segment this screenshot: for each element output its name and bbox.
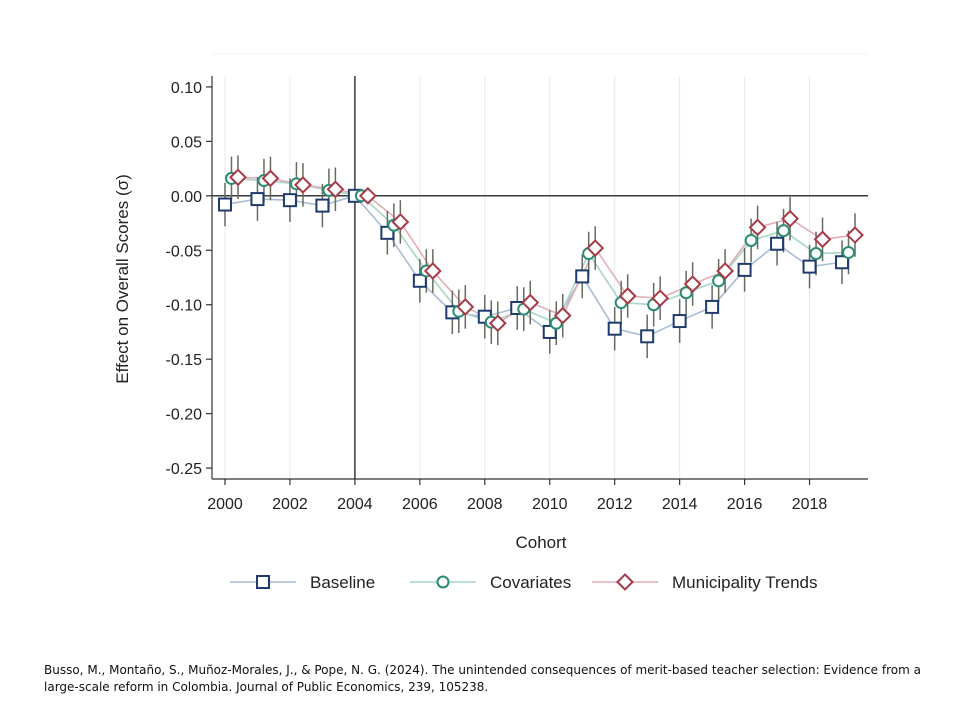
y-tick-label-0.00: 0.00 <box>171 189 202 206</box>
point-municipality-trends-2015 <box>716 262 735 280</box>
point-covariates-2016 <box>744 233 758 247</box>
citation-line-2: large-scale reform in Colombia. Journal … <box>44 680 489 694</box>
legend-marker-municipality-trends <box>616 573 634 591</box>
point-covariates-2017 <box>777 224 791 238</box>
point-municipality-trends-2005 <box>391 213 410 231</box>
axes <box>206 76 868 485</box>
point-municipality-trends-2010 <box>553 306 572 325</box>
x-axis-title: Cohort <box>515 533 566 552</box>
point-baseline-2016 <box>737 262 752 277</box>
legend-label-baseline: Baseline <box>310 573 375 592</box>
point-baseline-2010 <box>542 324 557 339</box>
point-covariates-2014 <box>679 286 693 300</box>
point-municipality-trends-2011 <box>586 239 605 258</box>
plot-area-background <box>212 76 868 479</box>
series <box>217 155 864 359</box>
legend-label-municipality-trends: Municipality Trends <box>672 573 818 592</box>
citation: Busso, M., Montaño, S., Muñoz-Morales, J… <box>44 662 924 696</box>
point-municipality-trends-2004 <box>358 186 377 205</box>
point-baseline-2015 <box>705 299 720 314</box>
point-covariates-2015 <box>712 274 726 288</box>
y-tick-label--0.15: -0.15 <box>166 352 203 369</box>
point-baseline-2018 <box>802 259 817 274</box>
y-tick-label--0.25: -0.25 <box>166 461 203 478</box>
point-baseline-2000 <box>217 197 232 212</box>
point-municipality-trends-2009 <box>521 293 540 312</box>
y-tick-label-0.10: 0.10 <box>171 80 202 97</box>
x-tick-label-2016: 2016 <box>727 496 763 513</box>
legend-marker-covariates <box>436 575 450 589</box>
point-baseline-2017 <box>770 236 785 251</box>
point-covariates-2018 <box>809 247 823 261</box>
point-baseline-2001 <box>250 192 265 207</box>
point-covariates-2019 <box>842 245 856 259</box>
point-baseline-2006 <box>412 273 427 288</box>
point-baseline-2003 <box>315 198 330 213</box>
y-tick-label--0.05: -0.05 <box>166 243 203 260</box>
legend: Baseline Covariates Municipality Trends <box>230 573 818 592</box>
reference-lines <box>212 76 868 479</box>
y-tick-label--0.10: -0.10 <box>166 298 203 315</box>
x-tick-label-2012: 2012 <box>597 496 633 513</box>
point-baseline-2013 <box>640 329 655 344</box>
point-baseline-2012 <box>607 321 622 336</box>
point-municipality-trends-2008 <box>488 314 507 333</box>
point-municipality-trends-2000 <box>229 168 247 187</box>
legend-label-covariates: Covariates <box>490 573 571 592</box>
chart: 0.10 0.05 0.00 -0.05 -0.10 -0.15 -0.20 -0.25 200… <box>113 53 868 592</box>
point-municipality-trends-2019 <box>846 226 864 244</box>
point-municipality-trends-2017 <box>781 209 799 228</box>
point-municipality-trends-2018 <box>813 230 832 249</box>
point-municipality-trends-2003 <box>326 180 345 199</box>
point-baseline-2019 <box>835 255 850 270</box>
point-baseline-2002 <box>282 193 297 208</box>
point-municipality-trends-2007 <box>456 297 475 316</box>
y-tick-label--0.20: -0.20 <box>166 407 203 424</box>
citation-line-1: Busso, M., Montaño, S., Muñoz-Morales, J… <box>44 663 921 677</box>
x-tick-label-2010: 2010 <box>532 496 568 513</box>
point-municipality-trends-2012 <box>618 287 637 305</box>
y-tick-label-0.05: 0.05 <box>171 134 202 151</box>
legend-marker-baseline <box>256 575 270 589</box>
x-tick-label-2014: 2014 <box>662 496 698 513</box>
point-baseline-2011 <box>575 269 590 284</box>
point-baseline-2014 <box>672 314 687 329</box>
x-tick-label-2018: 2018 <box>792 496 828 513</box>
x-tick-label-2000: 2000 <box>207 496 243 513</box>
point-municipality-trends-2013 <box>651 289 670 308</box>
point-municipality-trends-2001 <box>261 169 280 188</box>
y-axis-title: Effect on Overall Scores (σ) <box>113 174 132 384</box>
point-municipality-trends-2006 <box>423 262 442 280</box>
x-tick-label-2008: 2008 <box>467 496 503 513</box>
x-tick-label-2002: 2002 <box>272 496 308 513</box>
x-tick-label-2006: 2006 <box>402 496 438 513</box>
point-municipality-trends-2002 <box>294 176 312 194</box>
point-municipality-trends-2014 <box>683 275 702 293</box>
tick-labels: 0.10 0.05 0.00 -0.05 -0.10 -0.15 -0.20 -0.25 200… <box>166 80 828 513</box>
point-municipality-trends-2016 <box>748 218 767 237</box>
x-tick-label-2004: 2004 <box>337 496 373 513</box>
